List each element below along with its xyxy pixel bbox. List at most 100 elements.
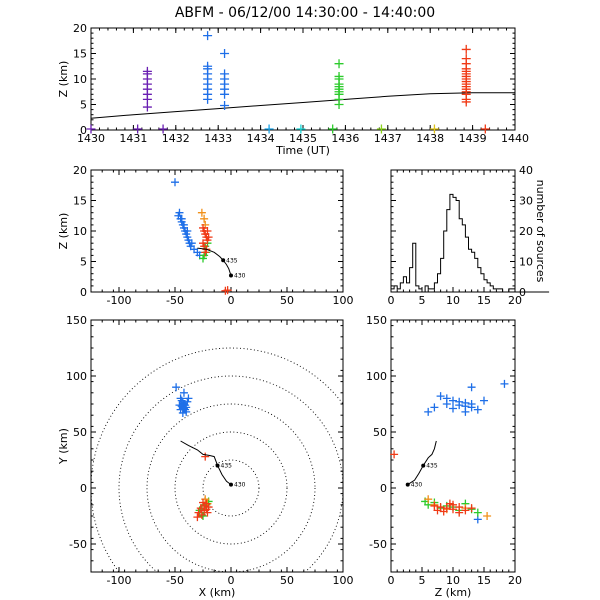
x-height-track-mid: [221, 258, 226, 263]
range-ring: [146, 403, 316, 572]
plan-view-track: [180, 440, 232, 486]
time-height-xtick-label: 1431: [119, 132, 147, 145]
plan-view-ytick-label: 0: [80, 482, 87, 495]
figure-title: ABFM - 06/12/00 14:30:00 - 14:40:00: [175, 5, 435, 21]
z-y-point: [500, 379, 509, 388]
z-y-xtick-label: 20: [508, 574, 522, 587]
plan-view-ytick-label: 150: [66, 314, 87, 327]
plan-view-xtick-label: 50: [280, 574, 294, 587]
histogram-ylabel: number of sources: [534, 180, 547, 283]
time-height-altitude-line: [90, 92, 515, 119]
z-y-point: [473, 515, 482, 524]
time-height-point: [429, 124, 439, 134]
plan-view-point: [193, 513, 202, 522]
z-y-track-label: 430: [411, 482, 423, 489]
plan-view-point: [199, 498, 207, 507]
range-ring: [174, 431, 288, 545]
x-height-xtick-label: -50: [166, 294, 184, 307]
z-y-ytick-label: 100: [366, 370, 387, 383]
time-height-ytick-label: 0: [80, 124, 87, 137]
time-height-point: [264, 124, 274, 134]
time-height-xlabel: Time (UT): [275, 144, 330, 157]
range-ring: [202, 459, 260, 517]
plan-view-xtick-label: 100: [333, 574, 354, 587]
time-height-xtick-label: 1433: [204, 132, 232, 145]
time-height-xtick-label: 1432: [162, 132, 190, 145]
time-height-point: [376, 124, 386, 134]
z-y-point: [449, 396, 457, 405]
plan-view-point: [175, 401, 184, 410]
x-height-point: [187, 239, 196, 248]
x-height-xtick-label: 100: [333, 294, 354, 307]
histogram-ytick-label: 30: [519, 195, 533, 208]
z-y-point: [449, 404, 457, 413]
z-y-xtick-label: 0: [388, 574, 395, 587]
plan-view-point: [178, 408, 187, 417]
z-y-ytick-label: 150: [366, 314, 387, 327]
x-height-xtick-label: 0: [228, 294, 235, 307]
time-height-point: [158, 124, 168, 134]
plan-view-track-mid: [215, 463, 220, 468]
range-ring: [91, 347, 343, 572]
x-height-frame: [90, 169, 344, 293]
z-y-xtick-label: 10: [446, 574, 460, 587]
z-y-point: [461, 506, 470, 515]
z-y-point: [467, 403, 476, 412]
time-height-point: [142, 66, 152, 76]
x-height-ytick-label: 20: [73, 164, 87, 177]
plan-view-point: [172, 383, 181, 392]
plan-view-ytick-label: 50: [73, 426, 87, 439]
x-height-point: [203, 227, 212, 235]
time-height-point: [220, 69, 230, 79]
z-y-ytick-label: 50: [373, 426, 387, 439]
time-height-point: [334, 71, 344, 81]
time-height-xtick-label: 1434: [247, 132, 275, 145]
time-height-frame: [90, 27, 516, 131]
z-y-point: [439, 507, 448, 516]
plan-view-ytick-label: 100: [66, 370, 87, 383]
z-y-point: [483, 512, 492, 520]
x-height-xtick-label: 50: [280, 294, 294, 307]
histogram-xtick-label: 0: [388, 294, 395, 307]
plan-view-point: [194, 508, 203, 517]
time-height-point: [296, 124, 306, 134]
z-y-point: [436, 392, 445, 401]
time-height-xtick-label: 1430: [77, 132, 105, 145]
z-y-ytick-label: -50: [369, 538, 387, 551]
plan-view-point: [196, 504, 205, 513]
histogram-steps: [390, 193, 550, 293]
z-y-point: [390, 450, 399, 459]
time-height-xtick-label: 1435: [289, 132, 317, 145]
plan-view-frame: [90, 319, 344, 573]
z-y-track-label: 435: [426, 463, 438, 470]
z-y-point: [467, 504, 476, 513]
z-y-point: [480, 396, 488, 405]
time-height-point: [480, 124, 490, 134]
z-y-xtick-label: 15: [477, 574, 491, 587]
x-height-point: [183, 227, 192, 235]
time-height-point: [86, 124, 96, 134]
plan-view-track-label: 435: [221, 463, 233, 470]
histogram-xtick-label: 15: [477, 294, 491, 307]
x-height-point: [179, 220, 188, 229]
z-y-point: [424, 407, 433, 416]
z-y-point: [455, 508, 464, 517]
z-y-xtick-label: 5: [419, 574, 426, 587]
x-height-point: [200, 214, 209, 223]
time-height-xtick-label: 1440: [501, 132, 529, 145]
x-height-ytick-label: 15: [73, 195, 87, 208]
range-rings: [91, 347, 343, 572]
z-y-point: [455, 401, 464, 410]
plan-view-point: [203, 508, 212, 517]
z-y-frame: [390, 319, 516, 573]
z-y-point: [473, 508, 482, 517]
time-height-xtick-label: 1439: [459, 132, 487, 145]
plan-view-point: [182, 407, 191, 416]
plan-view-ylabel: Y (km): [57, 428, 70, 465]
x-height-point: [197, 208, 206, 217]
plan-view-point: [204, 503, 213, 512]
time-height-point: [203, 31, 213, 41]
z-y-point: [430, 501, 439, 510]
time-height-xtick-label: 1438: [416, 132, 444, 145]
